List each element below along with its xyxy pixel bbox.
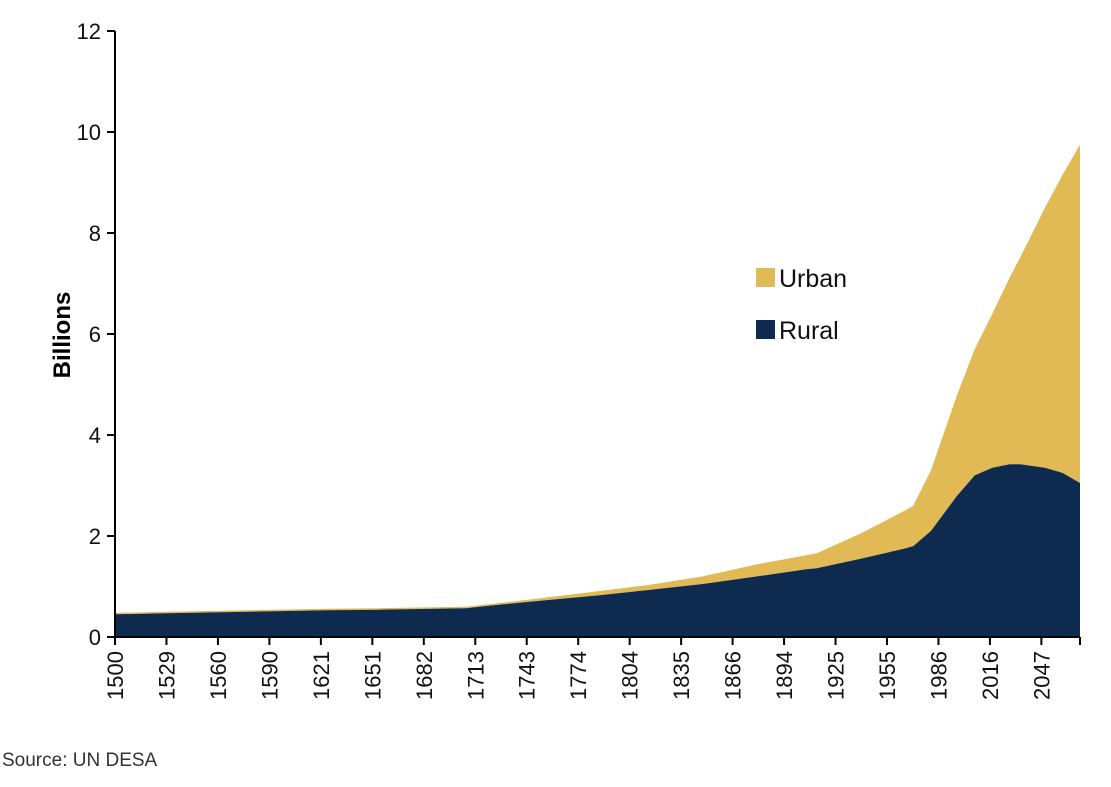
x-tick-label: 1866 xyxy=(721,651,746,700)
y-tick-label: 0 xyxy=(89,625,101,650)
x-tick-label: 1529 xyxy=(154,651,179,700)
legend-swatch-urban xyxy=(756,268,775,287)
legend: Urban Rural xyxy=(756,265,847,345)
x-tick-label: 1682 xyxy=(412,651,437,700)
legend-swatch-rural xyxy=(756,320,775,339)
source-note: Source: UN DESA xyxy=(2,750,158,771)
x-axis: 1500 1529 1560 1590 1621 1651 1682 1713 1743 1774… xyxy=(103,636,1081,700)
y-axis: 0 2 4 6 8 10 12 xyxy=(77,19,116,650)
x-tick-label: 1804 xyxy=(618,651,643,700)
legend-label-urban: Urban xyxy=(779,265,847,293)
legend-item-rural: Rural xyxy=(756,317,839,345)
x-tick-label: 1774 xyxy=(566,651,591,700)
area-series-group xyxy=(115,144,1080,637)
x-tick-label: 1925 xyxy=(824,651,849,700)
x-tick-label: 2016 xyxy=(978,651,1003,700)
y-tick-label: 8 xyxy=(89,221,101,246)
y-tick-label: 4 xyxy=(89,423,101,448)
y-tick-label: 10 xyxy=(77,120,101,145)
x-tick-label: 1621 xyxy=(309,651,334,700)
x-tick-label: 1986 xyxy=(926,651,951,700)
x-tick-label: 1835 xyxy=(669,651,694,700)
legend-label-rural: Rural xyxy=(779,317,839,345)
y-tick-label: 6 xyxy=(89,322,101,347)
x-tick-label: 1500 xyxy=(103,651,128,700)
x-tick-label: 1560 xyxy=(206,651,231,700)
x-tick-label: 1590 xyxy=(257,651,282,700)
x-tick-label: 1743 xyxy=(515,651,540,700)
x-tick-label: 1955 xyxy=(875,651,900,700)
y-axis-title: Billions xyxy=(49,292,76,379)
area-rural xyxy=(115,464,1080,637)
x-tick-label: 1651 xyxy=(360,651,385,700)
x-tick-label: 2047 xyxy=(1029,651,1054,700)
y-tick-label: 12 xyxy=(77,19,101,44)
x-tick-label: 1713 xyxy=(463,651,488,700)
x-tick-label: 1894 xyxy=(772,651,797,700)
y-tick-label: 2 xyxy=(89,524,101,549)
legend-item-urban: Urban xyxy=(756,265,847,293)
